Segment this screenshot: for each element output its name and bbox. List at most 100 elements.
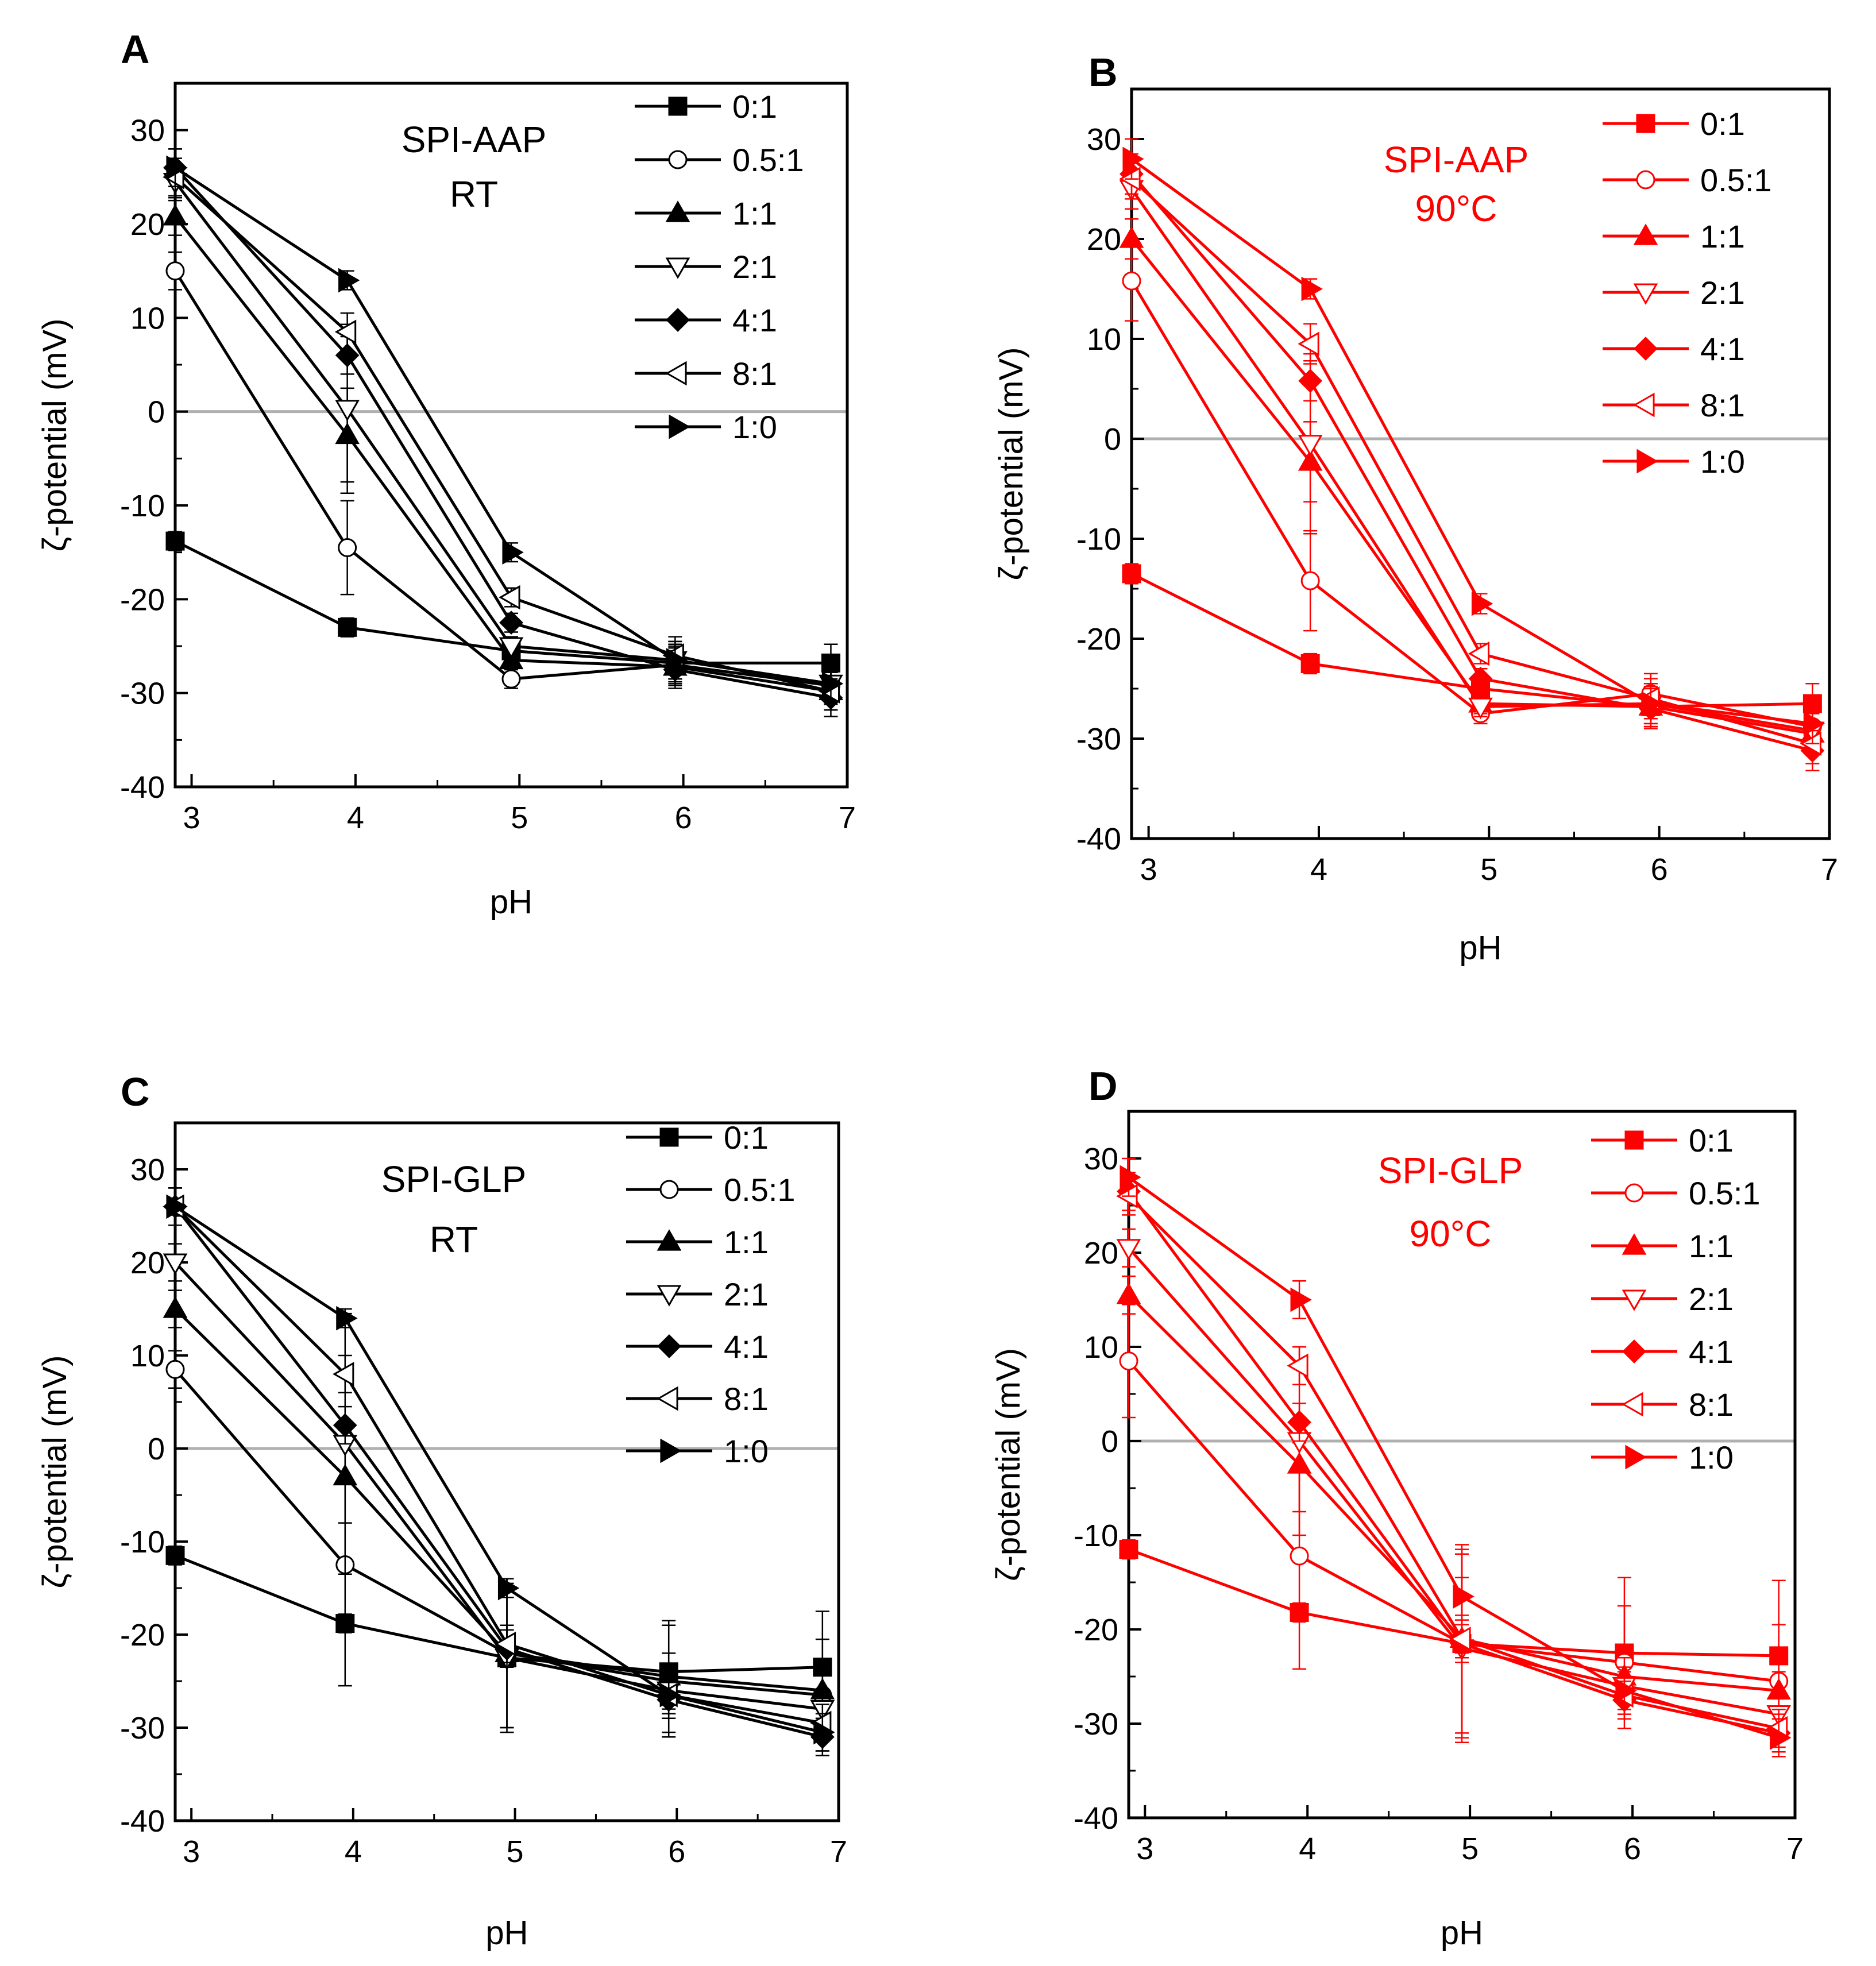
legend-label: 0.5:1 — [1689, 1175, 1761, 1211]
panel-c-xlabel: pH — [485, 1914, 528, 1952]
data-point — [1290, 1287, 1312, 1312]
data-point — [165, 261, 185, 281]
panel-b: -40 -30 -20 -10 0 10 20 30 3 4 5 6 7 pH ζ-potential (m… — [993, 50, 1838, 967]
panel-c-xtick-label: 4 — [345, 1834, 362, 1869]
data-point — [165, 1359, 185, 1379]
panel-a-ylabel: ζ-potential (mV) — [36, 319, 74, 552]
panel-c-ytick-label: 10 — [130, 1339, 165, 1373]
data-point — [502, 540, 524, 565]
panel-d: -40 -30 -20 -10 0 10 20 30 3 4 5 6 7 pH ζ-potential (m… — [990, 1064, 1804, 1952]
data-point — [335, 400, 360, 422]
panel-c-legend-entry: 0:1 — [626, 1119, 769, 1156]
panel-d-ytick-label: 30 — [1084, 1142, 1118, 1176]
legend-label: 1:0 — [1689, 1439, 1734, 1476]
panel-b-ytick-label: 30 — [1087, 122, 1121, 157]
panel-c-annotation-sample: SPI-GLP — [381, 1158, 527, 1200]
panel-c-legend-entry: 4:1 — [626, 1328, 769, 1365]
panel-d-ylabel: ζ-potential (mV) — [990, 1348, 1027, 1581]
data-point — [336, 1305, 358, 1331]
panel-a-letter: A — [121, 27, 150, 72]
panel-a-legend-entry: 0:1 — [635, 88, 777, 125]
legend-marker — [1633, 283, 1658, 305]
data-point — [1122, 271, 1141, 291]
panel-d-ytick-label: -30 — [1074, 1707, 1118, 1741]
panel-a-legend-entry: 2:1 — [635, 249, 777, 285]
data-point — [165, 1546, 185, 1565]
legend-label: 8:1 — [732, 356, 777, 392]
panel-b-xtick-label: 6 — [1651, 852, 1668, 887]
data-point — [1298, 331, 1319, 357]
panel-a-series-1-0 — [166, 148, 844, 704]
data-point — [338, 268, 360, 293]
legend-label: 0.5:1 — [1700, 162, 1772, 198]
data-point — [333, 1362, 354, 1386]
data-point — [1287, 1353, 1308, 1378]
panel-b-annotation-condition: 90°C — [1415, 188, 1497, 229]
data-point — [1116, 1239, 1141, 1261]
panel-b-ytick-label: 10 — [1087, 322, 1121, 357]
data-point — [1120, 1165, 1141, 1190]
panel-d-legend-entry: 1:1 — [1591, 1228, 1734, 1264]
legend-marker — [657, 1285, 682, 1307]
panel-c-legend-entry: 1:1 — [626, 1224, 769, 1260]
data-point — [1770, 1725, 1792, 1750]
panel-c-legend-entry: 8:1 — [626, 1381, 769, 1417]
panel-d-letter: D — [1088, 1064, 1118, 1108]
data-point — [499, 585, 520, 610]
panel-b-legend-entry: 0:1 — [1603, 106, 1745, 142]
panel-d-ytick-label: -10 — [1074, 1519, 1118, 1553]
panel-a-legend-entry: 0.5:1 — [635, 142, 804, 178]
legend-marker — [669, 414, 690, 439]
data-point — [165, 531, 185, 551]
legend-marker — [665, 361, 687, 386]
panel-a-ytick-label: 10 — [130, 301, 165, 335]
legend-label: 0:1 — [732, 88, 777, 125]
legend-label: 0.5:1 — [732, 142, 804, 178]
panel-d-legend-entry: 0.5:1 — [1591, 1175, 1761, 1211]
legend-label: 8:1 — [1700, 387, 1745, 423]
panel-d-annotation-condition: 90°C — [1410, 1213, 1492, 1254]
panel-b-ytick-label: -40 — [1076, 822, 1121, 856]
data-point — [163, 1296, 188, 1318]
data-point — [166, 155, 188, 180]
panel-a-xtick-label: 7 — [839, 801, 856, 835]
panel-b-xtick-label: 7 — [1821, 852, 1838, 887]
legend-label: 4:1 — [732, 302, 777, 338]
data-point — [1300, 654, 1320, 673]
legend-label: 8:1 — [724, 1381, 769, 1417]
panel-c-xtick-label: 6 — [668, 1834, 685, 1869]
data-point — [1468, 697, 1493, 720]
panel-a-xtick-label: 6 — [675, 801, 692, 835]
legend-marker — [1633, 223, 1658, 245]
legend-marker — [1622, 1392, 1643, 1417]
panel-b-xtick-label: 3 — [1140, 852, 1157, 887]
data-point — [1122, 564, 1141, 584]
data-point — [333, 1413, 357, 1438]
legend-marker — [659, 1127, 679, 1147]
panel-b-annotation-sample: SPI-AAP — [1384, 139, 1529, 180]
data-point — [666, 648, 688, 673]
data-point — [1287, 1410, 1311, 1435]
panel-d-xtick-label: 7 — [1786, 1832, 1804, 1866]
data-point — [1119, 1351, 1138, 1371]
legend-marker — [665, 200, 690, 222]
legend-marker — [660, 1438, 682, 1463]
legend-marker — [668, 150, 688, 169]
data-point — [338, 538, 357, 557]
legend-label: 8:1 — [1689, 1386, 1734, 1423]
panel-b-plot-frame — [1130, 87, 1831, 840]
data-point — [1468, 641, 1490, 666]
data-point — [1803, 711, 1825, 736]
data-point — [166, 1194, 188, 1219]
data-point — [338, 617, 357, 637]
legend-marker — [1636, 114, 1655, 133]
panel-c-ytick-label: 0 — [148, 1432, 165, 1466]
panel-c-annotation-condition: RT — [430, 1219, 478, 1260]
panel-a-annotation-condition: RT — [450, 173, 498, 215]
legend-marker — [657, 1229, 682, 1251]
data-point — [813, 1720, 835, 1745]
panel-a-legend-entry: 1:0 — [635, 409, 777, 445]
panel-b-ytick-label: -30 — [1076, 722, 1121, 756]
legend-marker — [1633, 392, 1655, 418]
